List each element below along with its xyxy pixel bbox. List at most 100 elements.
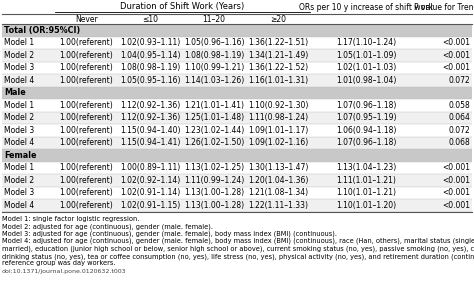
Text: 1.16(1.01–1.31): 1.16(1.01–1.31)	[248, 76, 308, 85]
Text: Model 4: Model 4	[4, 76, 34, 85]
Text: 1.00(referent): 1.00(referent)	[60, 201, 113, 210]
Text: Model 3: Model 3	[4, 126, 34, 135]
Text: 1.00(referent): 1.00(referent)	[60, 126, 113, 135]
Text: 1.15(0.94–1.41): 1.15(0.94–1.41)	[120, 138, 180, 147]
Bar	[2, 86, 472, 99]
Text: 1.00(0.89–1.11): 1.00(0.89–1.11)	[120, 163, 180, 172]
Text: Model 3: adjusted for age (continuous), gender (male. female), body mass index (: Model 3: adjusted for age (continuous), …	[2, 231, 337, 237]
Text: 1.11(1.01–1.21): 1.11(1.01–1.21)	[336, 176, 396, 185]
Text: 1.22(1.11–1.33): 1.22(1.11–1.33)	[248, 201, 308, 210]
Text: Never: Never	[75, 14, 98, 23]
Text: Model 3: Model 3	[4, 63, 34, 72]
Text: 1.07(0.96–1.18): 1.07(0.96–1.18)	[336, 101, 396, 110]
Text: <0.001: <0.001	[442, 51, 470, 60]
Bar	[2, 124, 472, 136]
Bar	[2, 24, 472, 36]
Text: 0.058: 0.058	[448, 101, 470, 110]
Text: 1.20(1.04–1.36): 1.20(1.04–1.36)	[248, 176, 308, 185]
Bar	[2, 162, 472, 174]
Text: 1.00(referent): 1.00(referent)	[60, 113, 113, 122]
Text: 1.00(referent): 1.00(referent)	[60, 51, 113, 60]
Text: <0.001: <0.001	[442, 201, 470, 210]
Text: 1.10(1.01–1.21): 1.10(1.01–1.21)	[336, 188, 396, 197]
Bar	[2, 199, 472, 212]
Text: 1.21(1.08–1.34): 1.21(1.08–1.34)	[248, 188, 308, 197]
Text: <0.001: <0.001	[442, 63, 470, 72]
Text: 1.00(referent): 1.00(referent)	[60, 76, 113, 85]
Bar	[2, 149, 472, 162]
Bar	[2, 49, 472, 62]
Text: Model 4: Model 4	[4, 138, 34, 147]
Text: 1.12(0.92–1.36): 1.12(0.92–1.36)	[120, 113, 180, 122]
Text: Model 2: Model 2	[4, 176, 34, 185]
Text: 1.10(0.99–1.21): 1.10(0.99–1.21)	[184, 63, 244, 72]
Text: Model 4: Model 4	[4, 201, 34, 210]
Text: doi:10.1371/journal.pone.0120632.t003: doi:10.1371/journal.pone.0120632.t003	[2, 269, 127, 274]
Text: 1.13(1.04–1.23): 1.13(1.04–1.23)	[336, 163, 396, 172]
Text: 1.06(0.94–1.18): 1.06(0.94–1.18)	[336, 126, 396, 135]
Text: 1.04(0.95–1.14): 1.04(0.95–1.14)	[120, 51, 180, 60]
Text: 1.00(referent): 1.00(referent)	[60, 101, 113, 110]
Bar	[2, 136, 472, 149]
Text: 1.34(1.21–1.49): 1.34(1.21–1.49)	[248, 51, 308, 60]
Text: 1.36(1.22–1.51): 1.36(1.22–1.51)	[248, 38, 308, 47]
Text: 1.05(0.95–1.16): 1.05(0.95–1.16)	[120, 76, 180, 85]
Text: Total (OR:95%CI): Total (OR:95%CI)	[4, 26, 80, 35]
Text: 1.05(0.96–1.16): 1.05(0.96–1.16)	[184, 38, 244, 47]
Text: P value for Trend: P value for Trend	[414, 3, 474, 12]
Text: ORs per 10 y increase of shift work: ORs per 10 y increase of shift work	[299, 3, 433, 12]
Bar	[2, 186, 472, 199]
Text: 1.10(0.92–1.30): 1.10(0.92–1.30)	[248, 101, 308, 110]
Text: Model 2: Model 2	[4, 113, 34, 122]
Text: 1.14(1.03–1.26): 1.14(1.03–1.26)	[184, 76, 244, 85]
Bar	[2, 112, 472, 124]
Text: 1.21(1.01–1.41): 1.21(1.01–1.41)	[184, 101, 244, 110]
Text: 1.26(1.02–1.50): 1.26(1.02–1.50)	[184, 138, 244, 147]
Text: 1.15(0.94–1.40): 1.15(0.94–1.40)	[120, 126, 180, 135]
Text: ≥20: ≥20	[270, 14, 286, 23]
Text: 1.00(referent): 1.00(referent)	[60, 176, 113, 185]
Text: 1.25(1.01–1.48): 1.25(1.01–1.48)	[184, 113, 244, 122]
Text: 1.00(referent): 1.00(referent)	[60, 138, 113, 147]
Text: 0.072: 0.072	[448, 76, 470, 85]
Text: 1.07(0.95–1.19): 1.07(0.95–1.19)	[336, 113, 396, 122]
Text: 0.064: 0.064	[448, 113, 470, 122]
Text: 0.072: 0.072	[448, 126, 470, 135]
Text: 1.00(referent): 1.00(referent)	[60, 38, 113, 47]
Bar	[2, 2, 472, 22]
Text: 1.17(1.10–1.24): 1.17(1.10–1.24)	[336, 38, 396, 47]
Bar	[2, 74, 472, 86]
Text: <0.001: <0.001	[442, 188, 470, 197]
Text: Model 3: Model 3	[4, 188, 34, 197]
Text: 1.00(referent): 1.00(referent)	[60, 163, 113, 172]
Text: Model 1: Model 1	[4, 101, 34, 110]
Text: 1.36(1.22–1.52): 1.36(1.22–1.52)	[248, 63, 308, 72]
Text: 1.30(1.13–1.47): 1.30(1.13–1.47)	[248, 163, 308, 172]
Text: <0.001: <0.001	[442, 38, 470, 47]
Text: 1.12(0.92–1.36): 1.12(0.92–1.36)	[120, 101, 180, 110]
Text: Model 2: adjusted for age (continuous), gender (male. female).: Model 2: adjusted for age (continuous), …	[2, 223, 213, 229]
Text: 1.02(0.93–1.11): 1.02(0.93–1.11)	[120, 38, 180, 47]
Text: 1.02(0.92–1.14): 1.02(0.92–1.14)	[120, 176, 180, 185]
Text: reference group was day workers.: reference group was day workers.	[2, 260, 116, 266]
Text: 1.05(1.01–1.09): 1.05(1.01–1.09)	[336, 51, 396, 60]
Text: 1.02(0.91–1.15): 1.02(0.91–1.15)	[120, 201, 180, 210]
Text: 1.02(1.01–1.03): 1.02(1.01–1.03)	[336, 63, 396, 72]
Text: Model 1: Model 1	[4, 163, 34, 172]
Text: drinking status (no, yes), tea or coffee consumption (no, yes), life stress (no,: drinking status (no, yes), tea or coffee…	[2, 253, 474, 260]
Text: 0.068: 0.068	[448, 138, 470, 147]
Text: Model 1: single factor logistic regression.: Model 1: single factor logistic regressi…	[2, 216, 139, 221]
Text: 1.00(referent): 1.00(referent)	[60, 188, 113, 197]
Text: Female: Female	[4, 151, 36, 160]
Text: 1.07(0.96–1.18): 1.07(0.96–1.18)	[336, 138, 396, 147]
Text: Male: Male	[4, 88, 26, 97]
Text: 1.08(0.98–1.19): 1.08(0.98–1.19)	[120, 63, 180, 72]
Text: married), education (junior high school or below, senior high school or above), : married), education (junior high school …	[2, 245, 474, 252]
Bar	[2, 36, 472, 49]
Text: 1.11(0.98–1.24): 1.11(0.98–1.24)	[248, 113, 308, 122]
Text: 1.08(0.98–1.19): 1.08(0.98–1.19)	[184, 51, 244, 60]
Text: Model 2: Model 2	[4, 51, 34, 60]
Text: 1.00(referent): 1.00(referent)	[60, 63, 113, 72]
Text: 1.23(1.02–1.44): 1.23(1.02–1.44)	[184, 126, 244, 135]
Bar	[2, 62, 472, 74]
